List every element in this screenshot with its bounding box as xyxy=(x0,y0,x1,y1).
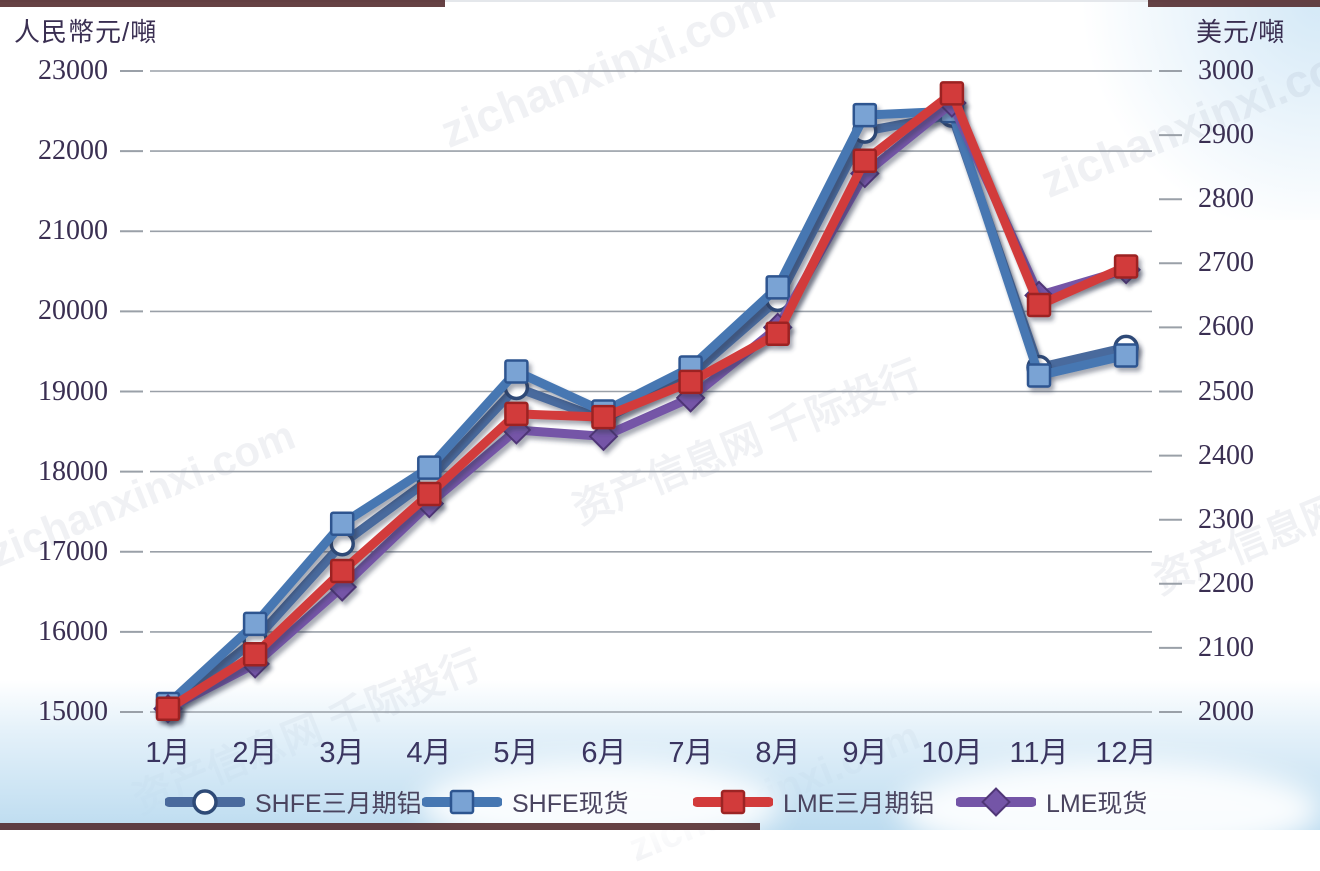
data-point-square xyxy=(417,455,442,480)
series-line xyxy=(163,106,1131,709)
gridlines xyxy=(120,70,1182,713)
series-lines xyxy=(153,81,1141,724)
legend-label: LME现货 xyxy=(1046,790,1148,818)
right-axis-title: 美元/噸 xyxy=(1196,17,1286,47)
data-point-square xyxy=(504,401,529,427)
x-axis-month-label: 1月 xyxy=(145,737,191,769)
edge-strip xyxy=(0,0,445,7)
legend-item-lme-futures: LME三月期铝 xyxy=(693,784,934,820)
right-axis-tick-label: 3000 xyxy=(1198,55,1254,86)
legend-label: SHFE三月期铝 xyxy=(255,790,422,818)
series-LME三月期铝 xyxy=(155,81,1139,722)
data-point-diamond xyxy=(588,421,619,452)
data-point-square xyxy=(329,558,355,584)
data-point-square xyxy=(1113,254,1139,279)
legend-label: SHFE现货 xyxy=(512,790,629,818)
left-axis-tick-label: 18000 xyxy=(38,456,108,487)
x-axis-month-label: 12月 xyxy=(1095,737,1157,769)
data-point-square xyxy=(1026,292,1052,318)
x-axis-month-label: 2月 xyxy=(232,737,278,769)
data-point-circle xyxy=(192,789,218,815)
right-axis-tick-label: 2700 xyxy=(1198,247,1254,278)
data-point-square xyxy=(939,81,965,106)
left-axis-tick-label: 21000 xyxy=(38,215,108,246)
legend-label: LME三月期铝 xyxy=(783,790,935,818)
data-point-square xyxy=(765,321,790,347)
data-point-diamond xyxy=(981,787,1011,817)
right-axis-tick-label: 2000 xyxy=(1198,696,1254,727)
x-axis-month-label: 4月 xyxy=(406,737,452,769)
data-point-square xyxy=(417,481,442,507)
right-axis-tick-label: 2300 xyxy=(1198,504,1254,535)
data-point-square xyxy=(242,642,268,667)
right-axis-tick-label: 2500 xyxy=(1198,376,1254,407)
x-axis-month-label: 5月 xyxy=(493,737,539,769)
x-axis-month-label: 9月 xyxy=(842,737,888,769)
edge-strip xyxy=(1148,0,1320,7)
data-point-square xyxy=(329,511,355,536)
x-axis-month-label: 8月 xyxy=(755,737,801,769)
left-axis-tick-label: 15000 xyxy=(38,696,108,727)
x-axis-month-label: 7月 xyxy=(668,737,714,769)
legend-item-shfe-futures: SHFE三月期铝 xyxy=(165,784,422,820)
data-point-square xyxy=(852,102,878,128)
data-point-square xyxy=(720,789,746,815)
data-point-square xyxy=(504,359,529,384)
legend-item-lme-spot: LME现货 xyxy=(956,784,1147,820)
x-axis-month-label: 3月 xyxy=(319,737,365,769)
left-axis-tick-label: 22000 xyxy=(38,135,108,166)
legend-swatch-square xyxy=(693,789,773,815)
background-tint xyxy=(1060,0,1320,220)
series-line xyxy=(163,88,1131,714)
data-point-square xyxy=(1113,343,1139,368)
legend-item-shfe-spot: SHFE现货 xyxy=(422,784,629,820)
data-point-square xyxy=(155,696,181,722)
legend-swatch-square xyxy=(422,789,502,815)
left-axis-tick-label: 23000 xyxy=(38,55,108,86)
left-axis-tick-label: 16000 xyxy=(38,616,108,647)
legend-swatch-diamond xyxy=(956,787,1036,817)
left-axis-tick-label: 20000 xyxy=(38,295,108,326)
left-axis-title: 人民幣元/噸 xyxy=(14,17,158,47)
right-axis-tick-label: 2600 xyxy=(1198,311,1254,342)
left-axis-tick-label: 17000 xyxy=(38,536,108,567)
legend-swatch-circle xyxy=(165,789,245,815)
data-point-square xyxy=(449,789,475,815)
right-axis-tick-label: 2400 xyxy=(1198,440,1254,471)
x-axis-month-label: 11月 xyxy=(1009,737,1069,769)
legend: SHFE三月期铝 SHFE现货 LME三月期铝 LME现货 xyxy=(0,784,1320,824)
x-axis-month-label: 6月 xyxy=(581,737,627,769)
right-axis-tick-label: 2100 xyxy=(1198,632,1254,663)
data-point-square xyxy=(242,611,268,637)
data-point-square xyxy=(765,275,790,300)
data-point-square xyxy=(1026,363,1052,388)
left-axis-tick-label: 19000 xyxy=(38,376,108,407)
right-axis-tick-label: 2200 xyxy=(1198,568,1254,599)
data-point-square xyxy=(852,148,878,173)
data-point-square xyxy=(678,369,703,395)
edge-strip xyxy=(0,823,760,830)
right-axis-tick-label: 2800 xyxy=(1198,183,1254,214)
chart-canvas xyxy=(120,70,1182,724)
top-hairline xyxy=(0,0,1320,2)
right-axis-tick-label: 2900 xyxy=(1198,119,1254,150)
data-point-square xyxy=(591,404,616,430)
x-axis-month-label: 10月 xyxy=(921,737,983,769)
